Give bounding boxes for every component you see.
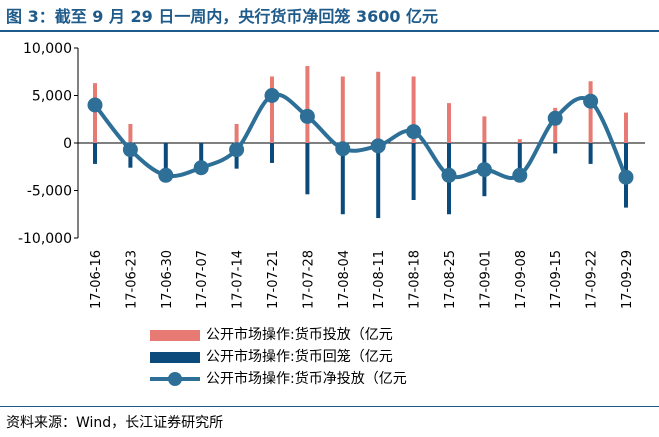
legend: 公开市场操作:货币投放（亿元 公开市场操作:货币回笼（亿元 公开市场操作:货币净… [150, 324, 407, 390]
net-point [583, 93, 599, 109]
figure-title: 图 3：截至 9 月 29 日一周内，央行货币净回笼 3600 亿元 [6, 7, 439, 26]
legend-label-net: 公开市场操作:货币净投放（亿元 [206, 371, 407, 387]
x-tick-label: 17-08-11 [372, 250, 387, 309]
legend-item-net: 公开市场操作:货币净投放（亿元 [150, 368, 407, 390]
legend-swatch-injection [150, 329, 200, 341]
axis-layer [74, 47, 645, 239]
y-tick-label: 5,000 [32, 89, 72, 105]
x-tick-label: 17-09-08 [514, 250, 529, 309]
net-point [87, 97, 103, 113]
x-tick-label: 17-06-16 [89, 250, 104, 309]
x-tick-label: 17-09-29 [620, 250, 635, 309]
y-tick-label: 0 [63, 136, 72, 152]
net-point [264, 88, 280, 103]
bar-injection [411, 76, 416, 143]
bar-withdrawal [270, 143, 274, 163]
bar-injection [447, 103, 451, 143]
legend-item-injection: 公开市场操作:货币投放（亿元 [150, 324, 407, 346]
x-tick-label: 17-08-18 [408, 250, 423, 309]
x-tick-label: 17-08-04 [337, 250, 352, 309]
bar-withdrawal [163, 143, 168, 175]
bar-withdrawal [553, 143, 558, 154]
net-point [618, 169, 634, 185]
legend-label-withdrawal: 公开市场操作:货币回笼（亿元 [206, 349, 393, 365]
legend-item-withdrawal: 公开市场操作:货币回笼（亿元 [150, 346, 407, 368]
line-layer [87, 88, 634, 185]
net-point [335, 141, 351, 157]
x-tick-label: 17-09-22 [585, 250, 600, 309]
bar-injection [517, 139, 522, 143]
bar-injection [482, 116, 487, 143]
bar-withdrawal [517, 143, 522, 178]
bar-withdrawal [93, 143, 97, 164]
bar-injection [376, 71, 381, 143]
bar-layer [93, 66, 628, 219]
net-point [122, 142, 138, 158]
bar-injection [270, 76, 274, 143]
bar-injection [340, 76, 345, 143]
bar-withdrawal [376, 143, 381, 219]
net-point [512, 167, 528, 183]
net-point [229, 142, 245, 158]
bar-withdrawal [588, 143, 593, 164]
x-tick-label: 17-06-23 [124, 250, 139, 309]
legend-swatch-net [150, 368, 200, 390]
bar-injection [93, 83, 97, 143]
net-series-line [93, 92, 628, 181]
bar-injection [128, 124, 133, 143]
net-point [547, 110, 563, 126]
net-point [441, 167, 457, 183]
net-point [193, 160, 209, 176]
tick-label-layer: 10,000 5,000 0 -5,000 -10,000 17-06-16 17-06-2… [18, 41, 635, 309]
bar-withdrawal [305, 143, 310, 195]
net-point [370, 138, 386, 154]
bar-withdrawal [340, 143, 345, 215]
title-divider [0, 30, 659, 32]
legend-label-injection: 公开市场操作:货币投放（亿元 [206, 327, 393, 343]
x-tick-label: 17-07-28 [301, 250, 316, 309]
x-tick-label: 17-07-14 [231, 250, 246, 309]
bar-withdrawal [199, 143, 204, 168]
source-divider [0, 406, 659, 407]
x-tick-label: 17-06-30 [160, 250, 175, 309]
x-tick-label: 17-09-01 [478, 250, 493, 309]
y-tick-label: -10,000 [18, 231, 72, 247]
source-note: 资料来源：Wind，长江证券研究所 [6, 415, 224, 431]
bar-injection [624, 112, 628, 143]
chart-canvas: 10,000 5,000 0 -5,000 -10,000 17-06-16 17-06-2… [18, 41, 645, 309]
x-tick-label: 17-07-21 [266, 250, 281, 309]
net-point [158, 167, 174, 183]
net-point [476, 162, 492, 178]
bar-injection [305, 66, 310, 143]
x-tick-label: 17-08-25 [443, 250, 458, 309]
net-point [406, 124, 422, 140]
y-tick-label: 10,000 [23, 41, 72, 57]
net-point [299, 108, 315, 124]
bar-injection [234, 124, 239, 143]
bar-injection [588, 81, 593, 143]
x-tick-label: 17-09-15 [549, 250, 564, 309]
legend-swatch-withdrawal [150, 351, 200, 363]
y-tick-label: -5,000 [27, 184, 72, 200]
bar-withdrawal [411, 143, 416, 200]
x-tick-label: 17-07-07 [195, 250, 210, 309]
